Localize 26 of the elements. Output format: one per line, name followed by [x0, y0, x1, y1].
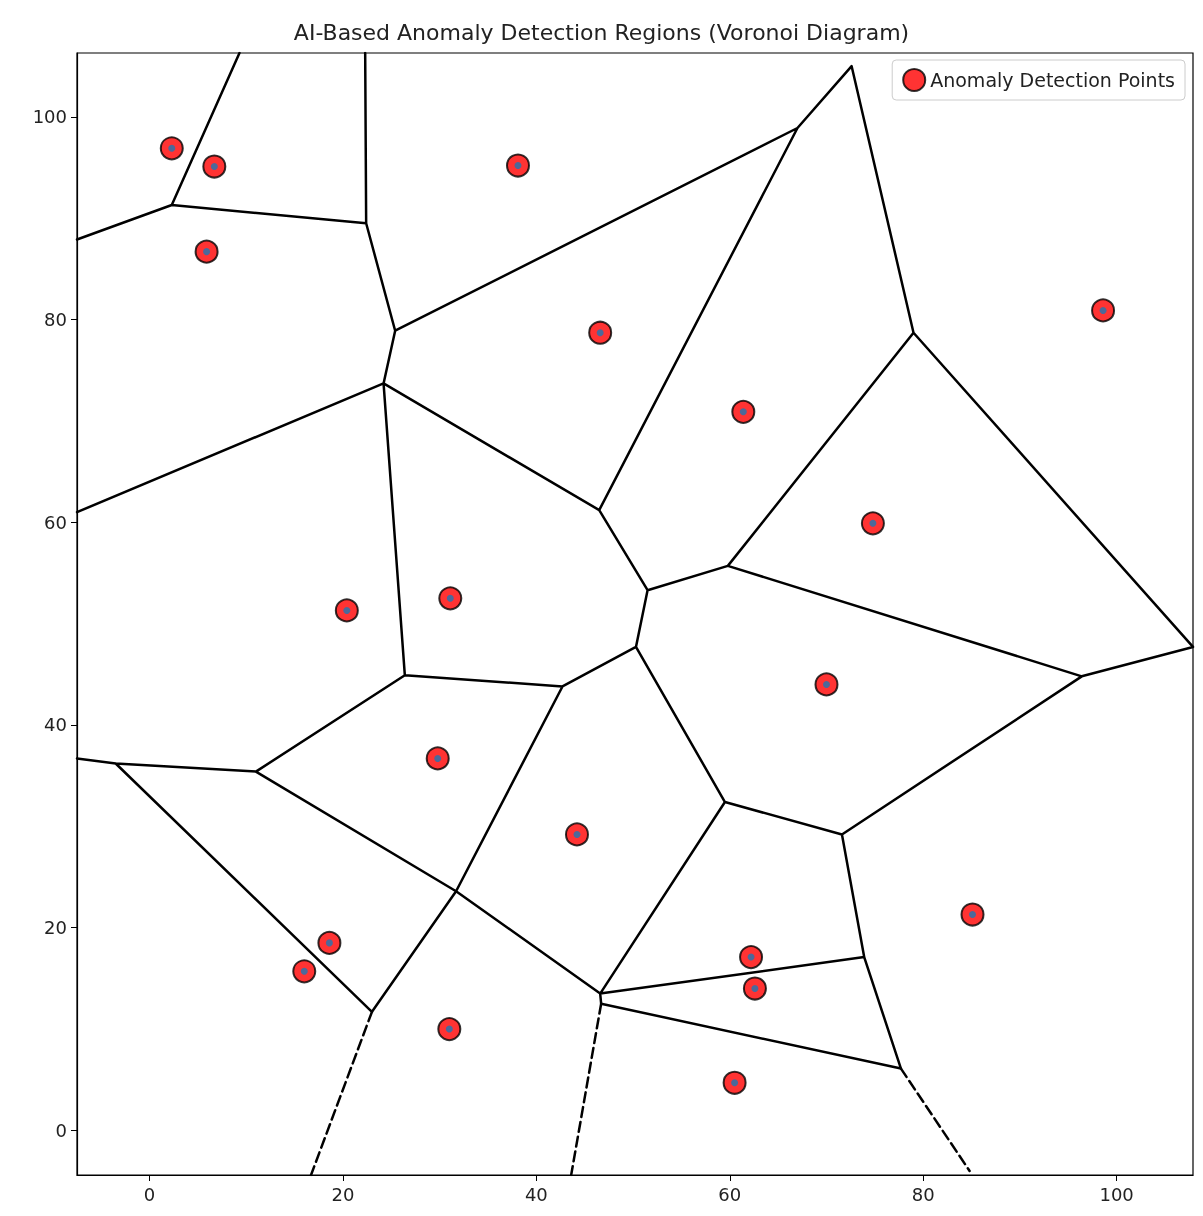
- point: [960, 902, 985, 927]
- point: [159, 136, 184, 161]
- y-tick-label: 100: [32, 106, 67, 128]
- y-tick-label: 0: [55, 1119, 67, 1141]
- point: [814, 672, 839, 697]
- x-tick-label: 40: [524, 1183, 548, 1205]
- point: [438, 586, 463, 611]
- point: [292, 959, 317, 984]
- legend-label: Anomaly Detection Points: [930, 69, 1175, 91]
- y-tick-label: 80: [44, 309, 67, 331]
- point: [437, 1017, 462, 1042]
- y-tick-label: 60: [44, 511, 67, 533]
- point: [739, 945, 764, 970]
- point: [588, 320, 613, 345]
- chart-title: AI-Based Anomaly Detection Regions (Voronoi Diagram): [293, 19, 910, 45]
- x-tick-label: 0: [143, 1183, 156, 1205]
- point: [731, 399, 756, 424]
- point: [334, 598, 359, 623]
- x-tick-label: 80: [911, 1183, 935, 1205]
- y-tick-label: 20: [44, 917, 67, 939]
- point: [194, 239, 219, 264]
- x-tick-label: 20: [331, 1183, 355, 1205]
- y-tick-label: 40: [44, 714, 67, 736]
- point: [860, 511, 885, 536]
- x-tick-label: 100: [1099, 1183, 1134, 1205]
- x-tick-label: 60: [718, 1183, 742, 1205]
